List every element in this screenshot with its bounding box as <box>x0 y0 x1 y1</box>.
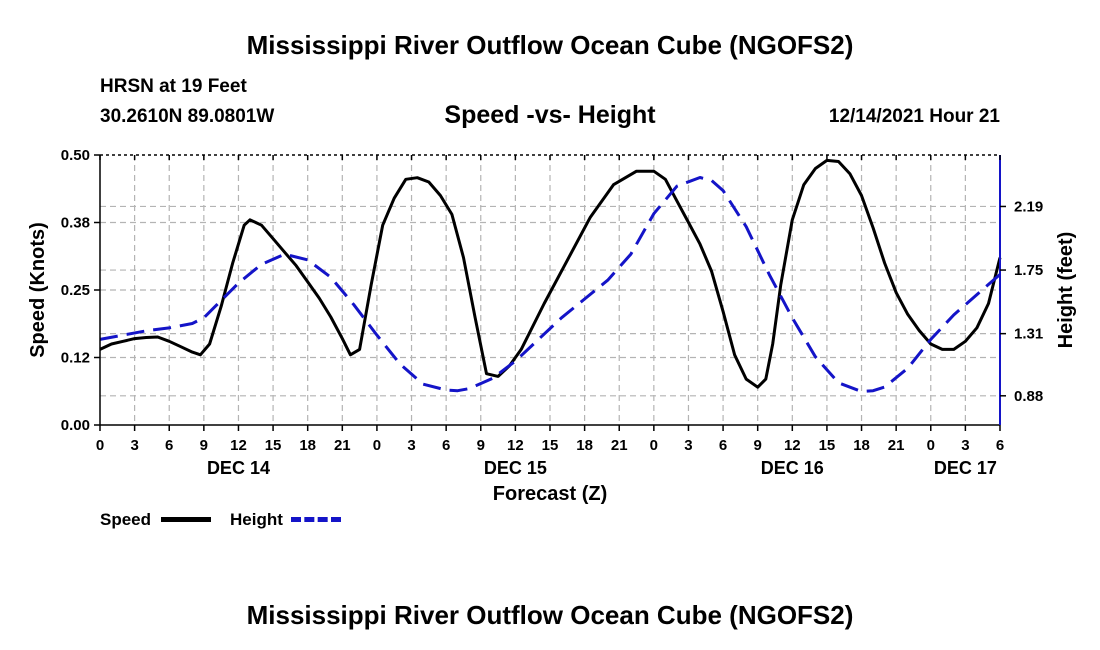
series-lines <box>99 158 1002 393</box>
x-tick-label: 9 <box>200 437 208 454</box>
date-label: DEC 15 <box>484 458 547 478</box>
x-tick-label: 0 <box>650 437 658 454</box>
x-tick-label: 6 <box>996 437 1004 454</box>
x-tick-label: 15 <box>819 437 836 454</box>
y2-tick-label: 2.19 <box>1014 198 1043 215</box>
y2-tick-label: 1.75 <box>1014 262 1043 279</box>
chart-main-title: Mississippi River Outflow Ocean Cube (NG… <box>246 30 854 60</box>
station-label: HRSN at 19 Feet <box>100 76 247 97</box>
x-tick-label: 3 <box>130 437 138 454</box>
y-tick-label: 0.50 <box>61 147 90 164</box>
speed-height-chart: 0 3 6 9 12 15 18 21 0 3 6 9 12 15 18 21 0 3 6 9 12 15 18 21 0 3 6 0… <box>27 147 1077 505</box>
legend-height-swatch <box>291 517 341 522</box>
y-tick-label: 0.38 <box>61 215 90 232</box>
coordinates-label: 30.2610N 89.0801W <box>100 106 275 127</box>
x-tick-label: 15 <box>265 437 282 454</box>
x-tick-label: 18 <box>576 437 593 454</box>
legend-height-label: Height <box>230 510 283 529</box>
x-tick-label: 12 <box>784 437 801 454</box>
x-tick-label: 6 <box>442 437 450 454</box>
y2-tick-label: 0.88 <box>1014 388 1043 405</box>
x-tick-label: 0 <box>373 437 381 454</box>
date-label: DEC 14 <box>207 458 270 478</box>
date-label: DEC 17 <box>934 458 997 478</box>
x-tick-label: 21 <box>611 437 628 454</box>
axis-ticks <box>94 154 1006 431</box>
y-tick-label: 0.00 <box>61 417 90 434</box>
y-axis-title: Speed (Knots) <box>27 222 49 358</box>
x-tick-label: 18 <box>853 437 870 454</box>
x-tick-label: 6 <box>165 437 173 454</box>
footer-title: Mississippi River Outflow Ocean Cube (NG… <box>246 600 854 630</box>
x-tick-label: 0 <box>96 437 104 454</box>
y2-tick-label: 1.31 <box>1014 326 1043 343</box>
x-tick-label: 12 <box>507 437 524 454</box>
y-tick-label: 0.12 <box>61 350 90 367</box>
chart-subtitle: Speed -vs- Height <box>444 101 656 129</box>
legend-speed-swatch <box>161 517 211 522</box>
y2-axis-title: Height (feet) <box>1055 232 1077 349</box>
height-series-line <box>99 176 1001 393</box>
x-tick-label: 3 <box>961 437 969 454</box>
x-tick-label: 21 <box>334 437 351 454</box>
speed-series-line <box>99 158 1002 389</box>
date-label: DEC 16 <box>761 458 824 478</box>
x-tick-label: 9 <box>477 437 485 454</box>
x-tick-label: 21 <box>888 437 905 454</box>
x-tick-label: 12 <box>230 437 247 454</box>
x-tick-label: 15 <box>542 437 559 454</box>
x-tick-label: 9 <box>754 437 762 454</box>
x-tick-label: 0 <box>927 437 935 454</box>
legend-speed-label: Speed <box>100 510 152 529</box>
x-tick-label: 6 <box>719 437 727 454</box>
x-tick-label: 3 <box>407 437 415 454</box>
grid-lines <box>100 155 1000 425</box>
y-tick-label: 0.25 <box>61 282 90 299</box>
x-tick-label: 18 <box>299 437 316 454</box>
x-tick-label: 3 <box>684 437 692 454</box>
x-axis-title: Forecast (Z) <box>493 483 607 505</box>
forecast-datetime: 12/14/2021 Hour 21 <box>828 106 1000 127</box>
axis-labels: 0 3 6 9 12 15 18 21 0 3 6 9 12 15 18 21 0 3 6 9 12 15 18 21 0 3 6 0… <box>27 147 1077 505</box>
